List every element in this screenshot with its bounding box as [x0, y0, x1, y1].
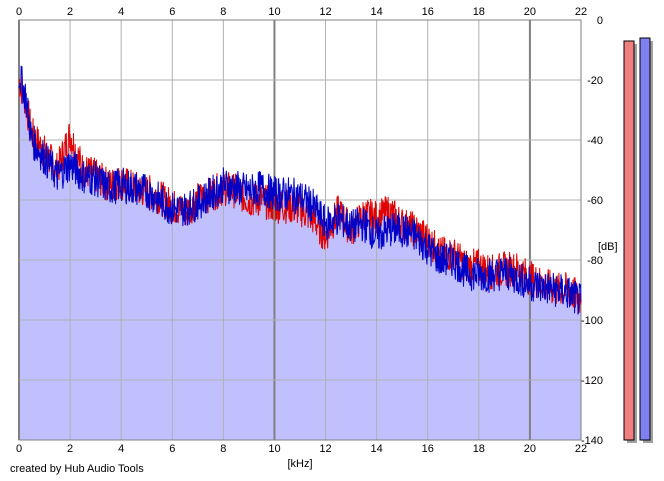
x-tick-label-top: 14 — [371, 6, 383, 18]
x-tick-label-top: 18 — [473, 6, 485, 18]
spectrum-fill-layer — [19, 65, 581, 441]
x-tick-label-bottom: 20 — [524, 443, 536, 455]
y-tick-label: -120 — [581, 375, 603, 387]
x-tick-label-bottom: 0 — [16, 443, 22, 455]
x-tick-label-bottom: 22 — [575, 443, 587, 455]
x-tick-label-bottom: 4 — [118, 443, 124, 455]
credit-text: created by Hub Audio Tools — [10, 463, 144, 475]
series-layer — [18, 65, 582, 315]
x-tick-label-top: 12 — [319, 6, 331, 18]
x-tick-label-top: 8 — [220, 6, 226, 18]
grid-layer — [18, 19, 582, 441]
spectrum-fill — [19, 65, 581, 441]
x-tick-label-top: 0 — [16, 6, 22, 18]
level-meters — [623, 37, 653, 443]
axis-layer: 002244668810101212141416161818202022220-… — [16, 6, 603, 455]
y-axis-label: [dB] — [598, 241, 618, 253]
x-tick-label-top: 16 — [422, 6, 434, 18]
y-tick-label: 0 — [597, 15, 603, 27]
level-meter-left — [623, 40, 635, 441]
x-tick-label-top: 6 — [169, 6, 175, 18]
x-tick-label-top: 20 — [524, 6, 536, 18]
y-tick-label: -100 — [581, 315, 603, 327]
y-tick-label: -80 — [587, 255, 603, 267]
x-tick-label-top: 2 — [67, 6, 73, 18]
x-tick-label-bottom: 8 — [220, 443, 226, 455]
x-tick-label-top: 4 — [118, 6, 124, 18]
x-tick-label-bottom: 10 — [268, 443, 280, 455]
y-tick-label: -40 — [587, 135, 603, 147]
x-tick-label-bottom: 18 — [473, 443, 485, 455]
x-tick-label-top: 22 — [575, 6, 587, 18]
x-tick-label-bottom: 16 — [422, 443, 434, 455]
series-line-2 — [18, 65, 582, 315]
x-tick-label-top: 10 — [268, 6, 280, 18]
x-tick-label-bottom: 14 — [371, 443, 383, 455]
x-tick-label-bottom: 12 — [319, 443, 331, 455]
series-line-1 — [18, 76, 582, 313]
y-tick-label: -140 — [581, 435, 603, 447]
plot-frame — [18, 19, 582, 441]
y-tick-label: -60 — [587, 195, 603, 207]
x-axis-label: [kHz] — [287, 458, 312, 470]
x-tick-label-bottom: 2 — [67, 443, 73, 455]
x-tick-label-bottom: 6 — [169, 443, 175, 455]
y-tick-label: -20 — [587, 75, 603, 87]
level-meter-right — [639, 37, 651, 441]
